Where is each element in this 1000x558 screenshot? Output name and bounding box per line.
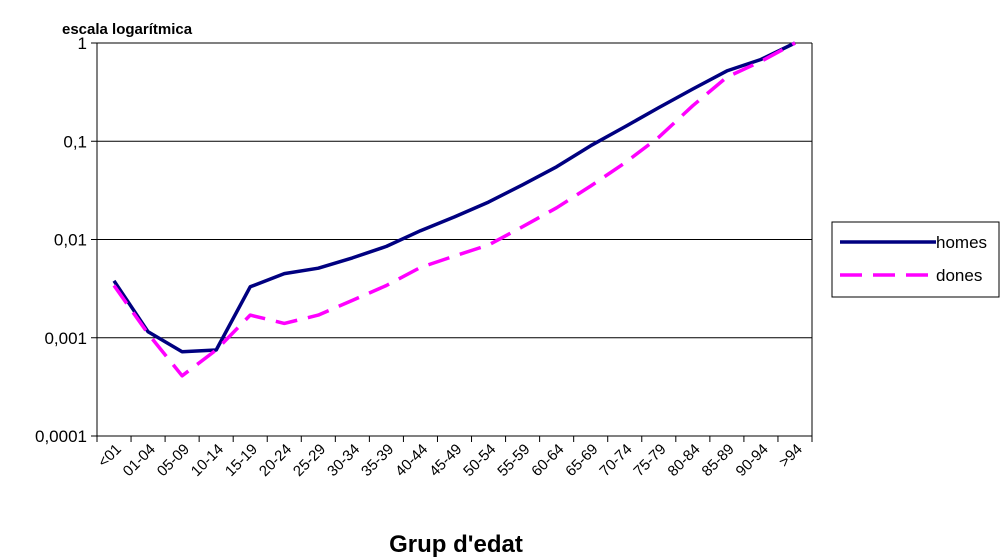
x-tick-label: 25-29 [290, 441, 329, 480]
x-tick-label: 65-69 [562, 441, 601, 480]
x-tick-label: 10-14 [188, 441, 227, 480]
x-axis-label: Grup d'edat [389, 531, 523, 558]
legend-label-homes: homes [936, 233, 987, 252]
legend: homes dones [831, 221, 1000, 298]
x-tick-label: 35-39 [358, 441, 397, 480]
x-tick-label: 50-54 [460, 441, 499, 480]
y-tick-label: 0,01 [54, 231, 87, 250]
gridlines [97, 42, 812, 339]
x-tick-label: 70-74 [596, 441, 635, 480]
x-tick-label: 05-09 [154, 441, 193, 480]
x-tick-label: 60-64 [528, 441, 567, 480]
x-tick-label: >94 [776, 441, 806, 471]
legend-box [831, 221, 1000, 298]
y-axis-ticks: 0,0001 0,001 0,01 0,1 1 [35, 34, 97, 446]
legend-label-dones: dones [936, 266, 982, 285]
log-scale-note: escala logarítmica [62, 21, 193, 38]
x-tick-label: 20-24 [256, 441, 295, 480]
x-tick-label: 75-79 [630, 441, 669, 480]
x-tick-label: 45-49 [426, 441, 465, 480]
x-tick-label: 30-34 [324, 441, 363, 480]
series-lines [112, 41, 796, 378]
y-tick-label: 1 [78, 34, 87, 53]
x-axis-ticks: <0101-0405-0910-1415-1920-2425-2930-3435… [95, 436, 813, 480]
x-tick-label: 01-04 [120, 441, 159, 480]
x-tick-label: 85-89 [699, 441, 738, 480]
x-tick-label: 55-59 [494, 441, 533, 480]
x-tick-label: 40-44 [392, 441, 431, 480]
series-line-homes [112, 41, 796, 354]
series-line-dones [112, 41, 796, 378]
x-tick-label: 80-84 [665, 441, 704, 480]
y-tick-label: 0,0001 [35, 427, 87, 446]
x-tick-label: 90-94 [733, 441, 772, 480]
y-tick-label: 0,1 [63, 132, 87, 151]
y-tick-label: 0,001 [44, 329, 87, 348]
x-tick-label: 15-19 [222, 441, 261, 480]
